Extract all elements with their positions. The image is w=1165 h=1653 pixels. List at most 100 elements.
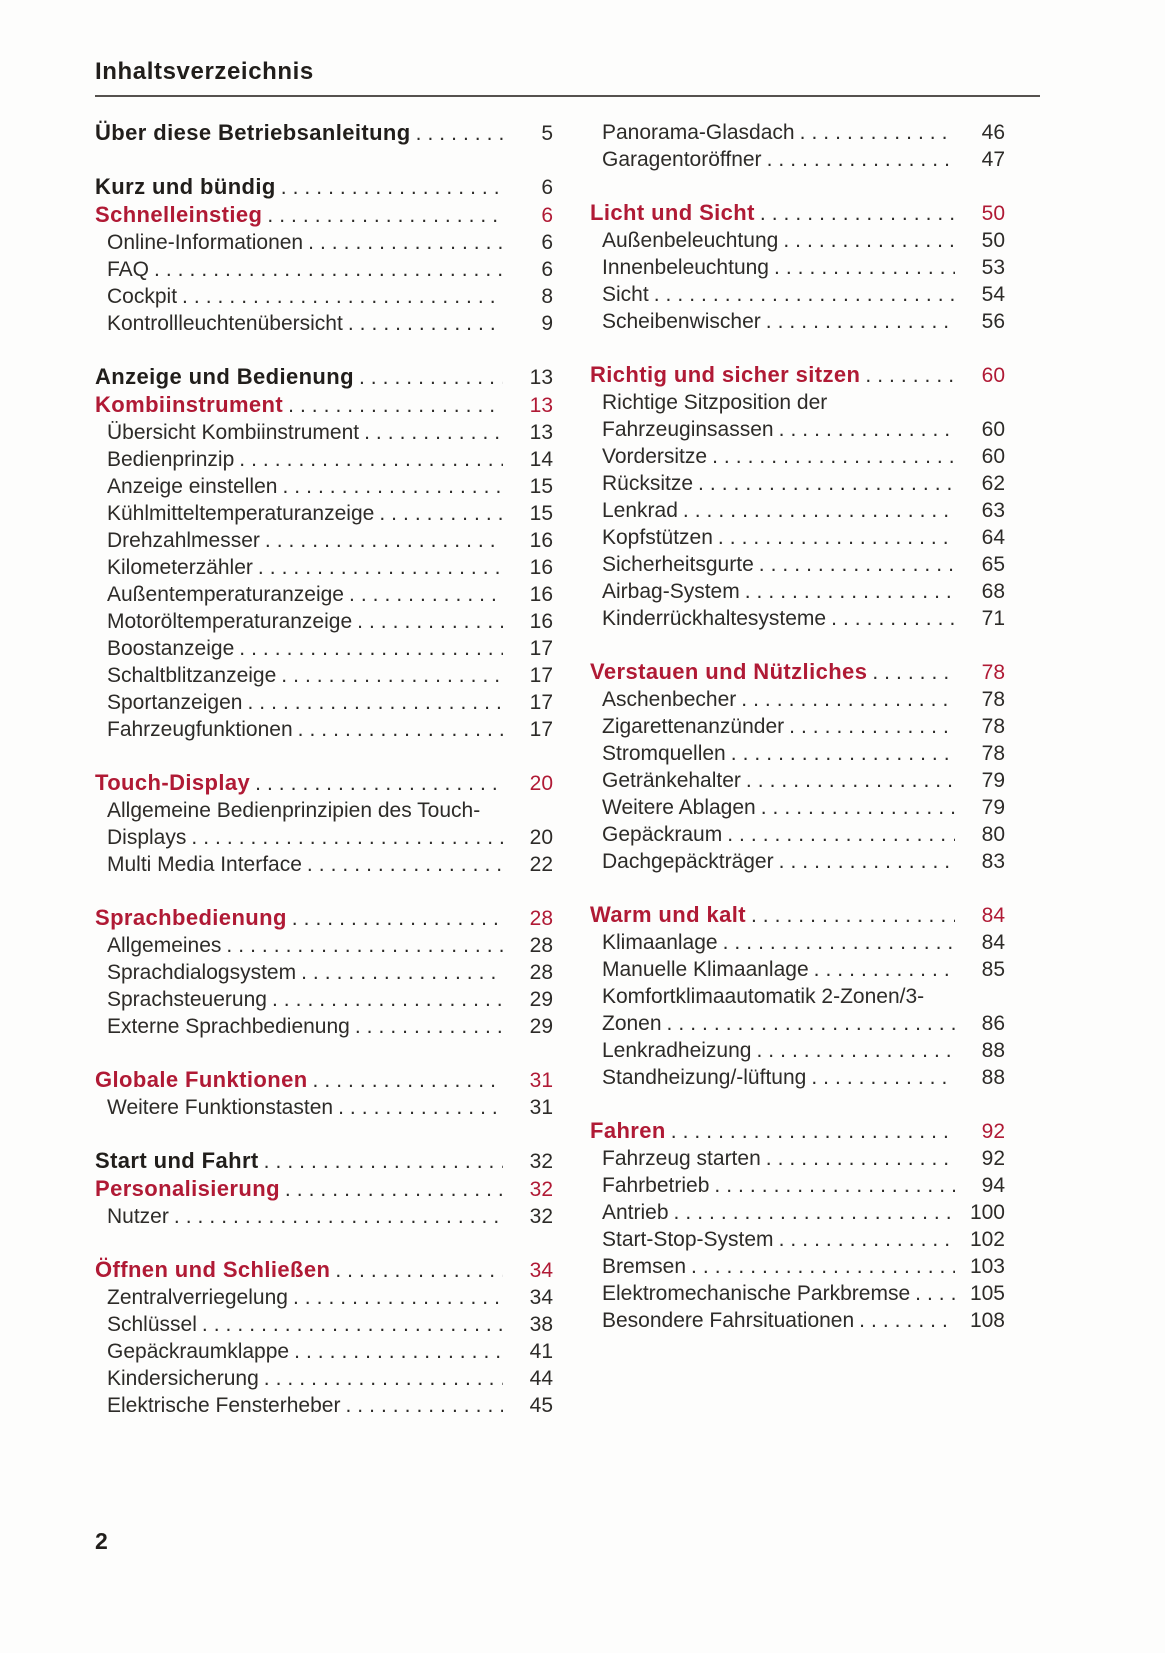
toc-entry-label: Kinderrückhaltesysteme <box>602 607 827 630</box>
toc-entry-page: 9 <box>541 312 553 335</box>
toc-entry-label: Cockpit <box>107 285 178 308</box>
toc-entry-row: Kombiinstrument 13 <box>95 391 553 419</box>
toc-entry-page: 16 <box>529 583 553 606</box>
toc-entry-label: Richtige Sitzposition der <box>602 391 828 414</box>
toc-entry-label: Weitere Funktionstasten <box>107 1096 334 1119</box>
dot-leader <box>349 581 503 608</box>
toc-entry-row: Gepäckraum 80 <box>602 821 1005 848</box>
dot-leader <box>766 1145 955 1172</box>
toc-entry-page: 31 <box>529 1069 553 1092</box>
toc-entry: Fahren 92 <box>590 1117 1005 1145</box>
toc-entry: Gepäckraumklappe 41 <box>95 1338 553 1365</box>
dot-leader <box>355 1013 503 1040</box>
toc-entry-row: Richtig und sicher sitzen 60 <box>590 361 1005 389</box>
dot-leader <box>756 1037 955 1064</box>
toc-entry-page: 84 <box>981 931 1005 954</box>
toc-entry-row: Kurz und bündig 6 <box>95 173 553 201</box>
dot-leader <box>267 202 503 229</box>
toc-entry-page: 17 <box>529 691 553 714</box>
toc-entry-row: Innenbeleuchtung 53 <box>602 254 1005 281</box>
toc-entry-page: 79 <box>981 796 1005 819</box>
toc-entry-page: 45 <box>529 1394 553 1417</box>
toc-entry-label: FAQ <box>107 258 150 281</box>
toc-entry-label: Kindersicherung <box>107 1367 259 1390</box>
toc-entry: Lenkrad 63 <box>590 497 1005 524</box>
toc-entry-page: 38 <box>529 1313 553 1336</box>
toc-entry: FAQ 6 <box>95 256 553 283</box>
dot-leader <box>865 362 955 389</box>
toc-group: Anzeige und Bedienung 13 Kombiinstrument 13… <box>95 363 553 743</box>
toc-entry: Bedienprinzip 14 <box>95 446 553 473</box>
toc-entry-row: Rücksitze 62 <box>602 470 1005 497</box>
toc-entry: Kopfstützen 64 <box>590 524 1005 551</box>
toc-entry: Warm und kalt 84 <box>590 901 1005 929</box>
toc-entry-row: Fahrbetrieb 94 <box>602 1172 1005 1199</box>
toc-entry-label: Fahrzeuginsassen <box>602 418 774 441</box>
toc-entry: Boostanzeige 17 <box>95 635 553 662</box>
toc-entry-page: 16 <box>529 556 553 579</box>
toc-entry-page: 15 <box>529 475 553 498</box>
toc-entry-page: 13 <box>529 394 553 417</box>
toc-entry-row: Sprachdialogsystem 28 <box>107 959 553 986</box>
toc-entry: Öffnen und Schließen 34 <box>95 1256 553 1284</box>
toc-entry: Scheibenwischer 56 <box>590 308 1005 335</box>
toc-entry: Fahrzeugfunktionen 17 <box>95 716 553 743</box>
toc-entry-label: Panorama-Glasdach <box>602 121 795 144</box>
toc-entry-label: Fahrbetrieb <box>602 1174 710 1197</box>
toc-entry-page: 78 <box>981 742 1005 765</box>
toc-entry-page: 28 <box>529 907 553 930</box>
toc-entry-label: Sicht <box>602 283 649 306</box>
toc-entry-page: 108 <box>969 1309 1005 1332</box>
toc-entry-page: 62 <box>981 472 1005 495</box>
toc-entry-page: 5 <box>541 122 553 145</box>
toc-entry-label: Allgemeines <box>107 934 222 957</box>
toc-entry-page: 28 <box>529 961 553 984</box>
toc-entry: Sicherheitsgurte 65 <box>590 551 1005 578</box>
dot-leader <box>671 1118 955 1145</box>
toc-entry-page: 34 <box>529 1286 553 1309</box>
toc-entry: Schlüssel 38 <box>95 1311 553 1338</box>
toc-entry-row: Warm und kalt 84 <box>590 901 1005 929</box>
toc-entry-row: Garagentoröffner 47 <box>602 146 1005 173</box>
toc-entry-label: Fahrzeugfunktionen <box>107 718 293 741</box>
toc-entry-label: Vordersitze <box>602 445 708 468</box>
toc-entry-row: Außentemperaturanzeige 16 <box>107 581 553 608</box>
toc-entry-page: 84 <box>981 904 1005 927</box>
toc-entry: Verstauen und Nützliches 78 <box>590 658 1005 686</box>
toc-entry-row: Displays 20 <box>107 824 553 851</box>
toc-entry-row: Online-Informationen 6 <box>107 229 553 256</box>
toc-entry-row: Licht und Sicht 50 <box>590 199 1005 227</box>
toc-entry-label: Fahrzeug starten <box>602 1147 761 1170</box>
toc-group: Fahren92Fahrzeug starten 92Fahrbetrieb94A… <box>590 1117 1005 1334</box>
dot-leader <box>272 986 503 1013</box>
toc-entry-page: 53 <box>981 256 1005 279</box>
dot-leader <box>667 1010 955 1037</box>
toc-entry: Antrieb 100 <box>590 1199 1005 1226</box>
toc-entry-label: Rücksitze <box>602 472 694 495</box>
toc-entry-page: 31 <box>529 1096 553 1119</box>
dot-leader <box>814 956 955 983</box>
toc-entry-row: Fahrzeugfunktionen 17 <box>107 716 553 743</box>
toc-entry-page: 13 <box>529 366 553 389</box>
toc-entry-row: Externe Sprachbedienung 29 <box>107 1013 553 1040</box>
toc-entry-page: 15 <box>529 502 553 525</box>
toc-entry: Außentemperaturanzeige 16 <box>95 581 553 608</box>
toc-entry: Standheizung/-lüftung 88 <box>590 1064 1005 1091</box>
toc-entry-row: Aschenbecher 78 <box>602 686 1005 713</box>
toc-entry-label: Garagentoröffner <box>602 148 762 171</box>
toc-entry: Garagentoröffner 47 <box>590 146 1005 173</box>
dot-leader <box>292 905 503 932</box>
toc-entry-label: Licht und Sicht <box>590 200 755 225</box>
dot-leader <box>348 310 503 337</box>
toc-entry-page: 32 <box>529 1205 553 1228</box>
dot-leader <box>731 740 955 767</box>
toc-group: Über diese Betriebsanleitung 5 <box>95 119 553 147</box>
toc-entry-page: 92 <box>981 1147 1005 1170</box>
dot-leader <box>760 200 955 227</box>
toc-entry-label: Kopfstützen <box>602 526 713 549</box>
toc-entry: Innenbeleuchtung 53 <box>590 254 1005 281</box>
toc-entry-row: Lenkradheizung 88 <box>602 1037 1005 1064</box>
toc-entry-label: Kontrollleuchtenübersicht <box>107 312 343 335</box>
toc-entry-label: Komfortklimaautomatik 2-Zonen/3- <box>602 985 925 1008</box>
dot-leader <box>191 824 503 851</box>
